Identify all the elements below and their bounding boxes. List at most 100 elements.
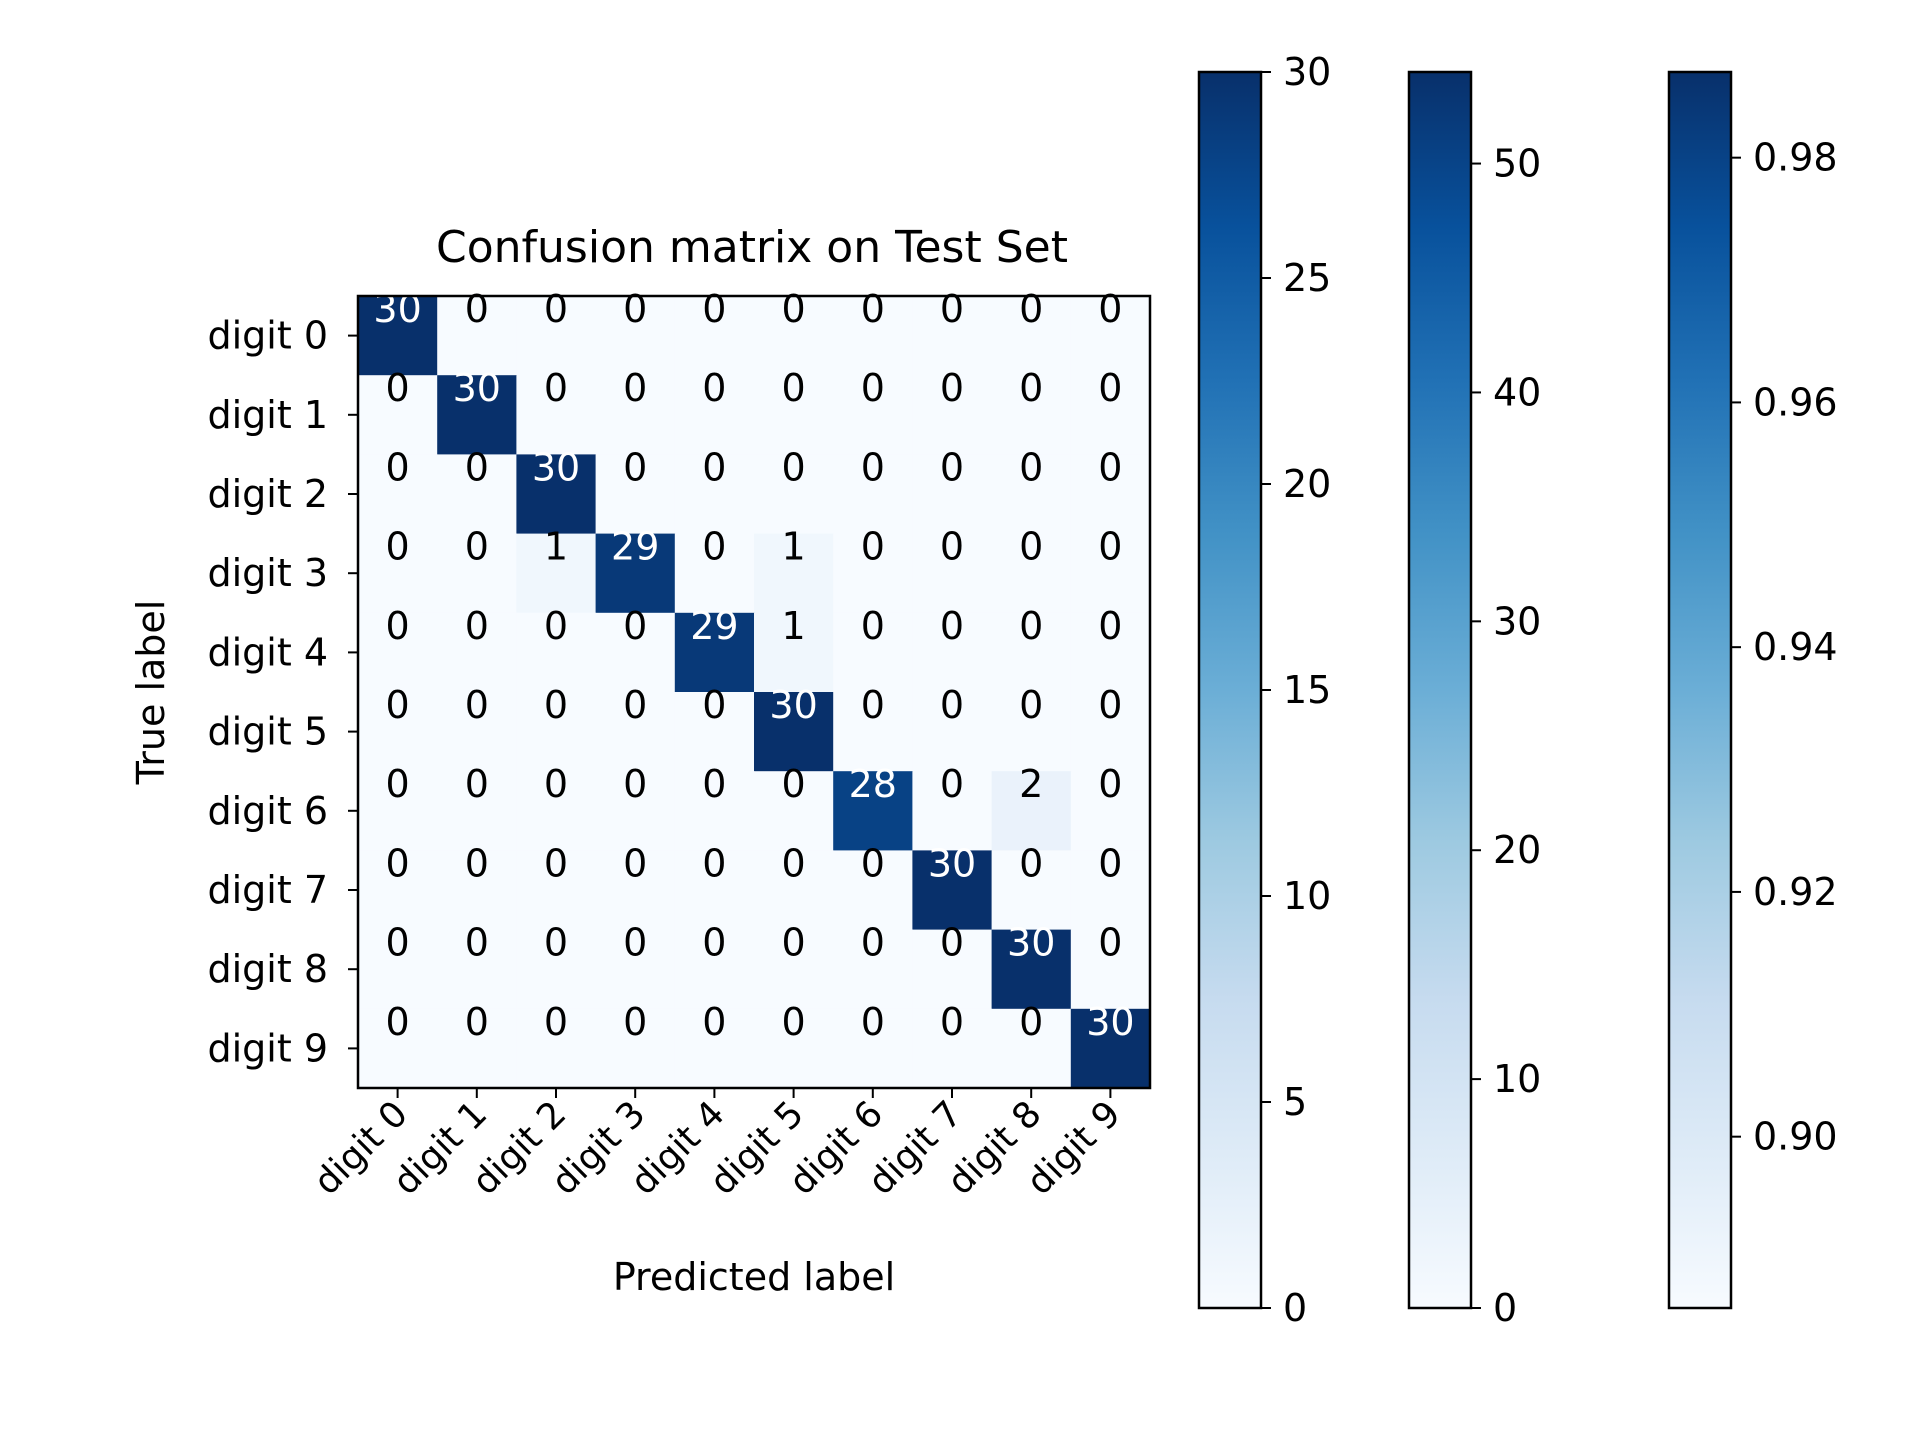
cell-value-label: 0 [861, 1000, 885, 1044]
cell-value-label: 0 [1019, 366, 1043, 410]
heatmap-cell [833, 454, 913, 535]
heatmap-cell [358, 850, 438, 931]
cell-value-label: 0 [702, 525, 726, 569]
cell-value-label: 0 [940, 762, 964, 806]
heatmap-cell [674, 771, 755, 851]
cell-value-label: 0 [861, 445, 885, 489]
heatmap-cell [358, 296, 438, 376]
colorbars: 051015202530010203040500.900.920.940.960… [1197, 50, 1838, 1330]
heatmap-cell [754, 533, 834, 614]
heatmap-cell [754, 296, 834, 376]
cell-value-label: 29 [611, 525, 659, 569]
heatmap-cell [833, 375, 913, 455]
colorbar-tick-label: 0.96 [1753, 380, 1838, 424]
heatmap-cell [516, 296, 597, 376]
heatmap-cell [1070, 612, 1151, 693]
cell-value-label: 0 [386, 445, 410, 489]
cell-value-label: 0 [544, 921, 568, 965]
cell-value-label: 0 [1019, 1000, 1043, 1044]
cell-value-label: 0 [782, 921, 806, 965]
heatmap-cell [912, 454, 993, 535]
heatmap-cell [516, 375, 597, 455]
heatmap-cell [833, 533, 913, 614]
cell-value-label: 30 [373, 287, 421, 331]
heatmap-cell [754, 1008, 834, 1089]
cell-value-label: 0 [861, 921, 885, 965]
heatmap-cell [595, 296, 676, 376]
cell-value-label: 30 [769, 683, 817, 727]
cell-value-label: 0 [1098, 445, 1122, 489]
cell-value-label: 0 [544, 683, 568, 727]
cell-value-label: 0 [702, 921, 726, 965]
cell-value-label: 30 [1007, 921, 1055, 965]
cell-value-label: 0 [782, 1000, 806, 1044]
colorbar-tick-label: 50 [1493, 142, 1541, 186]
heatmap-cell [516, 612, 597, 693]
heatmap-cell [437, 771, 517, 851]
heatmap-cells [358, 296, 1151, 1089]
heatmap-cell [595, 612, 676, 693]
heatmap-cell [516, 771, 597, 851]
cell-value-label: 1 [544, 525, 568, 569]
cell-value-label: 0 [623, 445, 647, 489]
cell-value-label: 0 [1019, 604, 1043, 648]
cell-value-label: 0 [386, 683, 410, 727]
y-tick-label: digit 3 [207, 551, 328, 595]
heatmap-cell [912, 375, 993, 455]
heatmap-cell [912, 929, 993, 1010]
heatmap-cell [358, 929, 438, 1010]
heatmap-cell [595, 929, 676, 1010]
chart-title: Confusion matrix on Test Set [436, 222, 1068, 273]
heatmap-cell [912, 1008, 993, 1089]
cell-value-label: 0 [465, 445, 489, 489]
cell-value-label: 30 [532, 445, 580, 489]
colorbar-tick-label: 0.90 [1753, 1115, 1838, 1159]
colorbar-tick-label: 40 [1493, 370, 1541, 414]
cell-value-label: 0 [1098, 604, 1122, 648]
cell-value-label: 30 [453, 366, 501, 410]
cell-value-label: 29 [690, 604, 738, 648]
cell-value-label: 30 [928, 841, 976, 885]
heatmap-cell [991, 533, 1072, 614]
heatmap-cell [1070, 454, 1151, 535]
cell-value-label: 0 [623, 366, 647, 410]
cell-value-label: 0 [702, 683, 726, 727]
heatmap-cell [1070, 296, 1151, 376]
cell-value-label: 0 [544, 762, 568, 806]
y-tick-label: digit 2 [207, 472, 328, 516]
y-axis-label: True label [129, 600, 173, 786]
heatmap-cell [437, 454, 517, 535]
y-tick-label: digit 4 [207, 630, 328, 674]
heatmap-cell [1070, 533, 1151, 614]
cell-value-label: 0 [544, 1000, 568, 1044]
heatmap-cell [674, 692, 755, 772]
cell-value-label: 0 [702, 841, 726, 885]
colorbar-tick-label: 30 [1283, 50, 1331, 94]
cell-value-label: 0 [782, 445, 806, 489]
heatmap-cell [674, 929, 755, 1010]
heatmap-cell [358, 454, 438, 535]
cell-value-label: 28 [849, 762, 897, 806]
heatmap-cell [674, 1008, 755, 1089]
heatmap-cell [1070, 375, 1151, 455]
cell-value-label: 0 [940, 604, 964, 648]
heatmap-cell [358, 612, 438, 693]
colorbar-tick-label: 0 [1493, 1286, 1517, 1330]
plot-frame [356, 294, 1152, 1090]
heatmap-cell [1070, 1008, 1151, 1089]
cell-value-label: 0 [623, 604, 647, 648]
colorbar-tick-label: 25 [1283, 256, 1331, 300]
heatmap-cell [1070, 692, 1151, 772]
cell-value-label: 0 [861, 841, 885, 885]
heatmap-cell [595, 1008, 676, 1089]
heatmap-cell [595, 454, 676, 535]
cell-value-label: 0 [623, 287, 647, 331]
cell-value-label: 0 [782, 366, 806, 410]
heatmap-cell [437, 533, 517, 614]
heatmap-cell [754, 771, 834, 851]
cell-value-label: 0 [386, 921, 410, 965]
heatmap-cell [674, 850, 755, 931]
heatmap-cell [516, 1008, 597, 1089]
heatmap-cell [674, 375, 755, 455]
